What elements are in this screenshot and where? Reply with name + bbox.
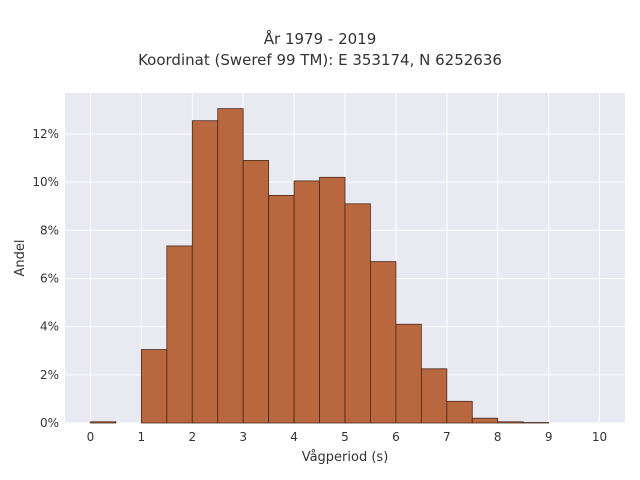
histogram-bar (191, 120, 219, 424)
histogram-bar (293, 180, 320, 424)
histogram-bar (446, 400, 473, 424)
histogram-bar (395, 323, 422, 424)
x-tick-label: 1 (138, 430, 146, 444)
y-tick-label: 8% (40, 223, 59, 237)
x-tick-label: 4 (290, 430, 298, 444)
histogram-bar (166, 245, 193, 424)
histogram-bar (217, 108, 244, 424)
y-axis-ticks: 0% 2% 4% 6% 8% 10% 12% (32, 127, 59, 430)
x-tick-label: 0 (87, 430, 95, 444)
chart-title: År 1979 - 2019 (263, 30, 377, 48)
y-tick-label: 6% (40, 271, 59, 285)
histogram-bar (370, 261, 397, 424)
y-tick-label: 12% (32, 127, 59, 141)
y-tick-label: 2% (40, 368, 59, 382)
x-tick-label: 6 (392, 430, 400, 444)
histogram-bar (344, 203, 371, 424)
y-tick-label: 0% (40, 416, 59, 430)
x-tick-label: 7 (443, 430, 451, 444)
x-axis-label: Vågperiod (s) (302, 450, 389, 465)
histogram-bar (497, 421, 524, 424)
chart-subtitle: Koordinat (Sweref 99 TM): E 353174, N 62… (138, 51, 502, 69)
x-tick-label: 3 (239, 430, 247, 444)
histogram-bar (90, 421, 117, 424)
x-axis-ticks: 0 1 2 3 4 5 6 7 8 9 10 (87, 430, 608, 444)
x-tick-label: 5 (341, 430, 349, 444)
x-tick-label: 10 (592, 430, 607, 444)
bars (90, 108, 550, 424)
histogram-bar (471, 417, 499, 424)
y-tick-label: 10% (32, 175, 59, 189)
histogram-bar (140, 349, 168, 424)
x-tick-label: 2 (188, 430, 196, 444)
x-tick-label: 8 (494, 430, 502, 444)
y-tick-label: 4% (40, 320, 59, 334)
histogram-bar (242, 160, 270, 424)
histogram-bar (268, 194, 295, 424)
y-axis-label: Andel (13, 240, 28, 277)
x-tick-label: 9 (545, 430, 553, 444)
histogram-bar (319, 176, 346, 424)
histogram-bar (420, 368, 448, 424)
